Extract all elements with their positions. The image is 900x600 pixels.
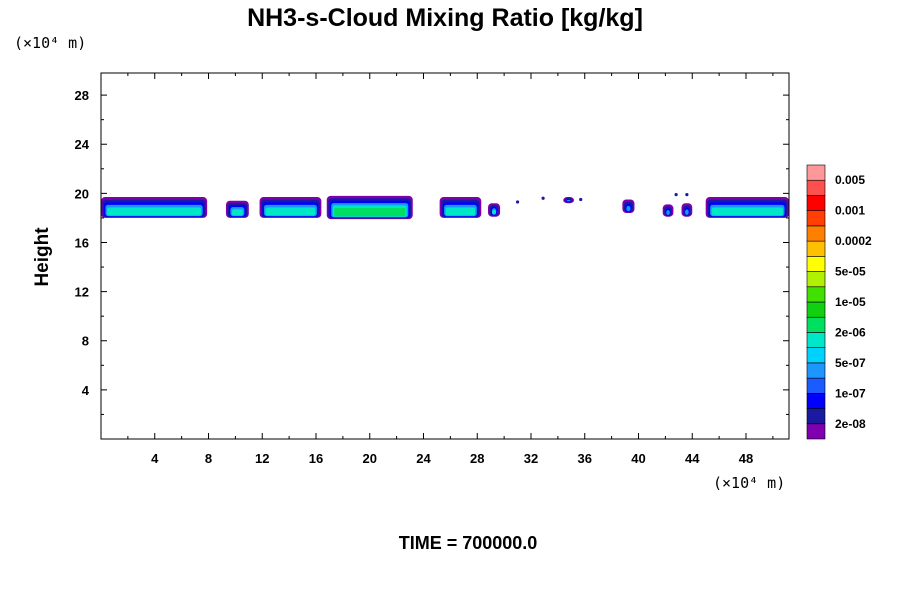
cloud-segment: [488, 203, 501, 217]
x-tick-label: 40: [631, 451, 645, 466]
colorbar-cell: [806, 286, 826, 303]
cloud-band: [492, 209, 497, 215]
cloud-segment: [101, 197, 208, 218]
colorbar-cell: [806, 301, 826, 318]
cloud-segment: [705, 197, 789, 218]
cloud-dot: [541, 196, 545, 200]
colorbar-cell: [806, 210, 826, 227]
cloud-segment: [681, 203, 693, 217]
cloud-dot: [685, 192, 689, 197]
colorbar-cell: [806, 271, 826, 288]
cloud-band: [107, 207, 202, 216]
colorbar-cell: [806, 256, 826, 272]
x-tick-label: 44: [685, 451, 700, 466]
y-unit-label: (×10⁴ m): [14, 34, 86, 52]
colorbar-label: 0.001: [835, 204, 865, 218]
colorbar: 2e-08 1e-07 5e-07 2e-06 1e-05 5e-05 0.0002 0.00…: [806, 164, 872, 440]
colorbar-label: 1e-07: [835, 386, 866, 400]
cloud-band: [711, 207, 783, 216]
colorbar-cell: [806, 393, 826, 409]
cloud-band: [334, 207, 406, 217]
colorbar-label: 5e-05: [835, 265, 866, 279]
x-tick-label: 20: [363, 451, 377, 466]
x-tick-label: 36: [578, 451, 592, 466]
chart-title: NH3-s-Cloud Mixing Ratio [kg/kg]: [247, 4, 643, 32]
colorbar-cell: [806, 240, 826, 257]
x-tick-label: 16: [309, 451, 323, 466]
cloud-segment: [563, 197, 574, 204]
cloud-band: [265, 207, 316, 216]
colorbar-cell: [806, 362, 826, 379]
x-tick-label: 28: [470, 451, 484, 466]
x-unit-label: (×10⁴ m): [713, 474, 785, 492]
colorbar-label: 0.0002: [835, 234, 872, 248]
cloud-band: [666, 210, 670, 215]
colorbar-label: 0.005: [835, 173, 865, 187]
cloud-band: [566, 199, 571, 202]
colorbar-label: 2e-06: [835, 325, 866, 339]
colorbar-cell: [806, 332, 826, 348]
plot-frame: [100, 72, 790, 440]
colorbar-cell: [806, 179, 826, 196]
cloud-dot: [674, 192, 678, 197]
y-tick-label: 28: [75, 88, 89, 103]
colorbar-cell: [806, 195, 826, 211]
colorbar-cell: [806, 164, 826, 181]
colorbar-label: 5e-07: [835, 356, 866, 370]
x-tick-label: 8: [205, 451, 212, 466]
cloud-segment: [439, 197, 482, 218]
cloud-field: [101, 192, 789, 220]
cloud-segment: [622, 199, 635, 214]
cloud-segment: [662, 204, 674, 217]
x-tick-label: 4: [151, 451, 159, 466]
cloud-dot: [579, 197, 583, 202]
cloud-segment: [225, 200, 249, 218]
colorbar-cell: [806, 377, 826, 394]
x-tick-label: 24: [416, 451, 431, 466]
cloud-dot: [515, 200, 520, 204]
cloud-segment: [326, 195, 413, 220]
cloud-band: [685, 209, 689, 215]
colorbar-cell: [806, 347, 826, 364]
colorbar-cell: [806, 316, 826, 333]
x-tick-label: 12: [255, 451, 269, 466]
cloud-band: [445, 207, 476, 216]
y-axis-title: Height: [32, 227, 53, 287]
colorbar-label: 1e-05: [835, 295, 866, 309]
colorbar-cell: [806, 408, 826, 425]
y-tick-label: 16: [75, 235, 89, 250]
y-tick-label: 8: [82, 334, 89, 349]
y-tick-label: 12: [75, 285, 89, 300]
cloud-segment: [259, 197, 322, 218]
cloud-band: [231, 209, 243, 216]
colorbar-cell: [806, 225, 826, 242]
time-label: TIME = 700000.0: [399, 533, 538, 553]
x-tick-label: 32: [524, 451, 538, 466]
cloud-band: [626, 205, 631, 212]
y-tick-label: 24: [75, 137, 90, 152]
y-tick-label: 4: [82, 383, 90, 398]
colorbar-cell: [806, 423, 826, 440]
x-tick-label: 48: [739, 451, 753, 466]
colorbar-label: 2e-08: [835, 417, 866, 431]
y-tick-label: 20: [75, 186, 89, 201]
